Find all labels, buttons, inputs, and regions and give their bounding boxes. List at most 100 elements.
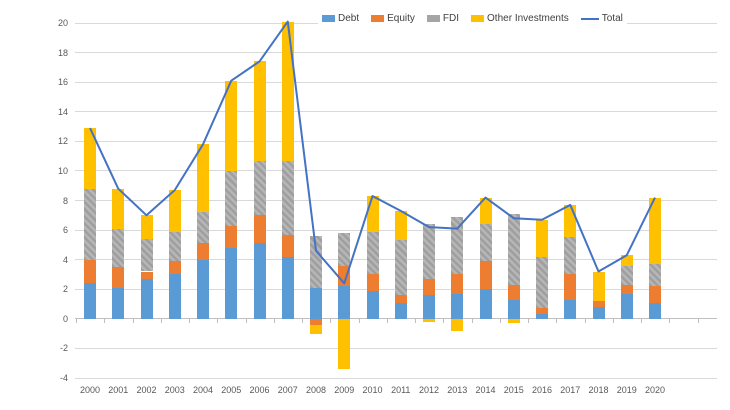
legend-swatch-other-investments-icon [471,15,485,22]
x-tick-label-2005: 2005 [221,385,242,395]
y-tick-label--2: -2 [59,343,68,354]
x-axis-tick [584,318,586,323]
y-tick-label-14: 14 [57,106,68,117]
bar-segment-fdi-2007 [281,160,294,235]
x-axis-tick [556,318,558,323]
x-tick-label-2000: 2000 [79,385,101,395]
bar-segment-debt-2009 [338,286,351,319]
bar-segment-debt-2012 [423,295,435,319]
x-axis-tick [528,318,529,323]
x-tick-label-2001: 2001 [108,385,129,395]
y-tick-label-2: 2 [62,284,68,295]
y-tick-label-8: 8 [62,195,68,206]
bar-segment-debt-2003 [168,274,181,319]
bar-segment-fdi-2012 [423,224,435,279]
x-tick-label-2018: 2018 [588,385,609,395]
bar-segment-debt-2008 [310,287,322,319]
bar-segment-debt-2005 [225,247,238,319]
y-tick-label-6: 6 [62,225,68,236]
bar-segment-other-investments-2017 [564,204,577,238]
y-tick-label-4: 4 [62,254,68,265]
bar-segment-equity-2003 [168,261,181,275]
bar-segment-equity-2005 [225,225,238,248]
bar-segment-fdi-2005 [225,170,238,226]
bar-segment-equity-2010 [366,274,379,291]
bar-segment-equity-2001 [112,267,125,288]
bar-segment-debt-2004 [197,259,209,319]
legend-item-other-investments: Other Investments [471,13,569,24]
legend-label-fdi: FDI [442,13,460,24]
bar-segment-equity-2002 [140,271,153,279]
x-axis-tick [443,318,445,323]
bar-segment-fdi-2015 [507,213,520,285]
x-axis-tick [189,318,190,323]
bar-segment-debt-2015 [507,299,520,319]
x-tick-label-2010: 2010 [362,385,383,395]
bar-segment-fdi-2014 [479,224,492,262]
legend-swatch-total-line-icon [580,17,599,20]
bar-segment-fdi-2000 [84,188,96,260]
bar-segment-fdi-2013 [451,216,464,275]
x-axis-tick [612,318,614,323]
x-axis-tick [217,318,219,323]
x-tick-label-2015: 2015 [503,385,524,395]
bar-segment-other-investments-2019 [620,255,633,266]
x-tick-label-2014: 2014 [475,385,496,395]
x-axis-tick [697,318,699,323]
bar-segment-equity-2000 [84,259,96,284]
bar-segment-debt-2007 [281,256,294,319]
x-axis-line [75,318,717,320]
x-axis-tick [160,318,162,323]
x-tick-label-2020: 2020 [644,385,666,395]
legend-label-debt: Debt [338,13,360,24]
y-tick-label-12: 12 [57,136,68,147]
bar-segment-other-investments-2003 [168,190,181,232]
x-tick-label-2019: 2019 [616,385,637,395]
legend-item-total: Total [580,13,623,24]
y-tick-label-10: 10 [57,165,68,176]
x-tick-label-2003: 2003 [164,385,185,395]
gridline-y-4 [75,377,717,379]
bar-segment-other-investments-2001 [112,188,125,229]
x-axis-tick [104,318,106,323]
bar-segment-fdi-2010 [366,231,379,275]
legend-label-total: Total [601,13,623,24]
bar-segment-other-investments-2020 [649,197,661,265]
bar-segment-other-investments-2012 [423,318,435,322]
bar-segment-fdi-2011 [394,240,407,296]
bar-segment-debt-2011 [394,302,407,319]
bar-segment-other-investments-2016 [536,219,548,257]
x-axis-tick [302,318,303,323]
bar-segment-other-investments-2008 [310,324,322,334]
bar-segment-equity-2008 [310,318,322,325]
bar-segment-equity-2020 [649,286,661,303]
x-tick-label-2002: 2002 [136,385,157,395]
x-axis-tick [273,318,275,323]
bar-segment-equity-2009 [338,265,351,287]
y-tick-label-16: 16 [57,77,68,88]
bar-segment-other-investments-2005 [225,80,238,171]
bar-segment-debt-2020 [649,302,661,319]
bar-segment-equity-2012 [423,278,435,296]
bar-segment-equity-2016 [536,308,548,315]
x-axis-tick [132,318,134,323]
bar-segment-debt-2014 [479,289,492,319]
x-axis-tick [641,318,642,323]
bar-segment-fdi-2004 [197,212,209,244]
bar-segment-fdi-2009 [338,233,351,266]
bar-segment-equity-2018 [592,301,605,307]
bar-segment-debt-2001 [112,287,125,319]
bar-segment-debt-2013 [451,293,464,319]
y-tick-label-0: 0 [62,313,68,324]
x-axis-tick [499,318,501,323]
x-tick-label-2004: 2004 [192,385,214,395]
bar-segment-equity-2017 [564,274,577,300]
bar-segment-other-investments-2006 [253,61,266,161]
x-tick-label-2017: 2017 [560,385,581,395]
bar-segment-debt-2016 [536,314,548,319]
bar-segment-debt-2019 [620,293,633,319]
bar-segment-fdi-2006 [253,160,266,216]
bar-segment-fdi-2001 [112,228,125,268]
